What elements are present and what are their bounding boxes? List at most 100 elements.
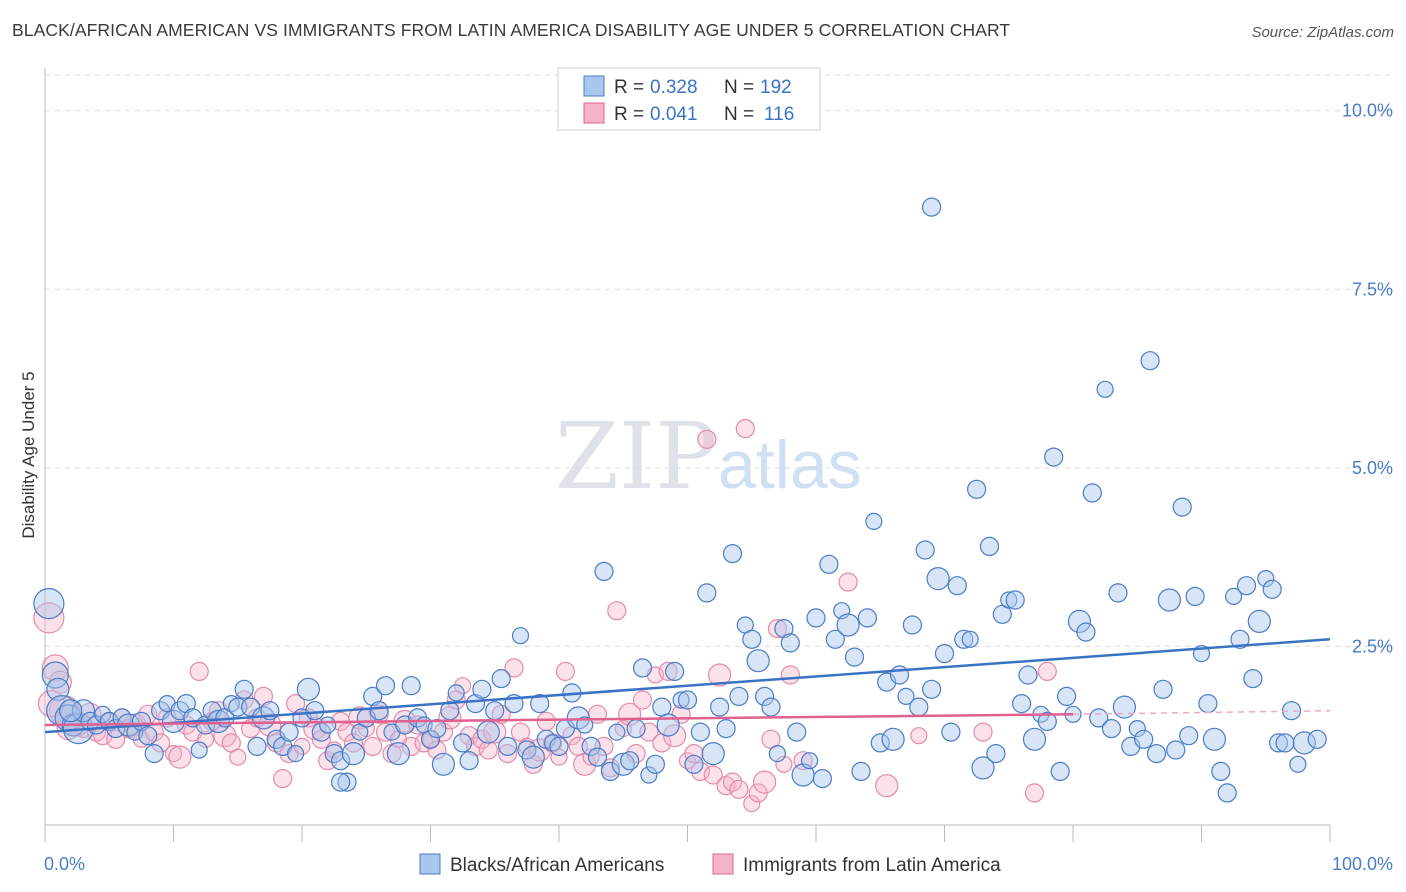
- pink-data-point: [478, 740, 498, 760]
- blue-data-point: [844, 647, 865, 667]
- pink-data-point: [780, 665, 800, 685]
- blue-data-point: [620, 751, 640, 771]
- pink-data-point: [33, 602, 65, 634]
- blue-data-point: [645, 754, 666, 774]
- blue-data-point: [961, 630, 979, 648]
- blue-data-point: [971, 756, 995, 780]
- blue-data-point: [1185, 586, 1205, 607]
- blue-data-point: [690, 722, 711, 742]
- blue-data-point: [921, 679, 942, 699]
- pink-data-point: [498, 743, 518, 764]
- blue-data-point: [549, 736, 569, 757]
- pink-data-point: [197, 730, 215, 748]
- blue-data-point: [1067, 609, 1092, 634]
- pink-data-point: [690, 761, 711, 782]
- blue-data-point: [319, 716, 337, 734]
- blue-data-point: [800, 752, 819, 770]
- blue-data-point: [716, 718, 736, 739]
- blue-data-point: [926, 566, 950, 591]
- blue-data-point: [296, 677, 320, 701]
- pink-data-point: [363, 736, 383, 757]
- blue-data-point: [1179, 726, 1199, 746]
- blue-data-point: [608, 723, 626, 741]
- blue-data-point: [1217, 783, 1237, 803]
- blue-data-point: [1243, 668, 1263, 689]
- blue-data-point: [1108, 583, 1128, 603]
- pink-data-point: [1037, 661, 1057, 682]
- trend-lines: [44, 638, 1331, 734]
- blue-data-point: [979, 536, 1000, 557]
- blue-data-point: [331, 772, 351, 792]
- blue-data-point: [324, 743, 344, 764]
- blue-data-point: [632, 658, 653, 678]
- pink-data-point: [752, 770, 777, 794]
- blue-data-point: [375, 676, 396, 696]
- pink-trend-extension: [1072, 709, 1331, 716]
- blue-data-point: [46, 677, 70, 701]
- pink-data-point: [273, 768, 293, 789]
- blue-data-point: [664, 661, 685, 682]
- pink-data-point: [550, 748, 568, 766]
- blue-data-point: [59, 699, 83, 723]
- blue-data-point: [600, 761, 621, 782]
- blue-data-point: [1140, 351, 1160, 371]
- pink-data-point: [1024, 783, 1045, 803]
- blue-data-point: [420, 729, 441, 749]
- blue-data-point: [1198, 693, 1218, 714]
- blue-data-point: [881, 727, 905, 751]
- blue-data-point: [305, 701, 325, 721]
- blue-data-point: [954, 629, 974, 649]
- pink-data-point: [286, 693, 306, 714]
- blue-data-point: [819, 554, 839, 574]
- blue-data-point: [1011, 693, 1032, 714]
- blue-trend-line: [44, 638, 1331, 734]
- legend-r-label-pink: R =: [614, 104, 644, 125]
- blue-data-point: [1262, 579, 1282, 599]
- series-immigrants-latin-america: [33, 419, 1057, 813]
- blue-data-point: [190, 741, 208, 759]
- blue-data-point: [722, 543, 743, 564]
- axes: 2.5% 5.0% 7.5% 10.0% 0.0% 100.0%: [44, 68, 1393, 874]
- blue-data-point: [1268, 733, 1289, 753]
- pink-data-point: [555, 661, 576, 682]
- blue-data-point: [1289, 755, 1307, 773]
- blue-data-point: [1230, 629, 1250, 649]
- blue-data-point: [431, 752, 455, 776]
- blue-data-point: [1037, 711, 1057, 732]
- blue-data-point: [1224, 587, 1243, 606]
- pink-data-point: [106, 729, 126, 749]
- pink-data-point: [607, 601, 627, 621]
- pink-data-point: [703, 765, 723, 785]
- blue-data-point: [966, 479, 987, 499]
- blue-data-point: [640, 766, 658, 784]
- watermark-atlas: atlas: [718, 427, 862, 503]
- blue-data-point: [626, 718, 646, 739]
- blue-data-point: [453, 733, 473, 753]
- blue-data-point: [947, 576, 967, 596]
- legend-n-value-pink: 116: [764, 104, 794, 125]
- blue-data-point: [369, 701, 389, 721]
- blue-data-point: [1157, 588, 1182, 612]
- blue-data-point: [1056, 686, 1077, 707]
- pink-data-point: [662, 724, 687, 748]
- blue-data-point: [521, 745, 545, 769]
- blue-data-point: [1146, 743, 1167, 764]
- blue-data-point: [851, 761, 871, 782]
- pink-data-point: [168, 745, 192, 769]
- blue-data-point: [672, 691, 690, 709]
- pink-data-point: [838, 572, 858, 592]
- blue-data-point: [341, 741, 365, 766]
- bottom-legend: Blacks/African Americans Immigrants from…: [419, 853, 1001, 876]
- blue-data-point: [684, 754, 704, 774]
- blue-data-point: [934, 643, 955, 664]
- legend: R = 0.328 N = 192 R = 0.041 N = 116: [557, 67, 821, 131]
- blue-data-point: [594, 561, 614, 582]
- blue-data-point: [33, 587, 65, 620]
- legend-swatch-blue: [583, 75, 605, 97]
- blue-data-point: [729, 686, 749, 707]
- blue-data-point: [386, 741, 410, 766]
- blue-data-point: [247, 736, 267, 757]
- pink-data-point: [735, 419, 755, 439]
- blue-data-point: [1005, 590, 1025, 610]
- bottom-legend-swatch-pink: [712, 853, 734, 875]
